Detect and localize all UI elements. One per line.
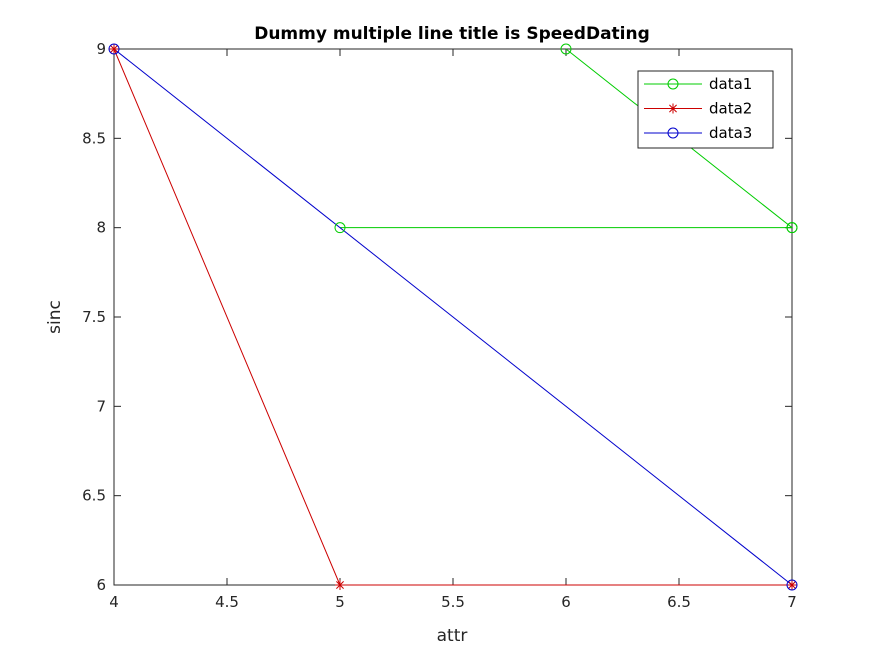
legend-marker-data3 (667, 127, 679, 139)
legend-marker-data1 (667, 78, 679, 90)
legend: data1 data2 data3 (637, 70, 774, 149)
chart-title: Dummy multiple line title is SpeedDating (254, 24, 650, 44)
y-tick-label: 6.5 (82, 487, 106, 505)
y-tick-label: 7 (96, 397, 106, 415)
data-point-data2 (335, 580, 345, 590)
legend-label-data1: data1 (709, 75, 752, 93)
legend-label-data3: data3 (709, 124, 752, 142)
y-tick-label: 8 (96, 219, 106, 237)
legend-label-data2: data2 (709, 100, 752, 118)
x-tick-label: 5 (335, 593, 345, 611)
x-tick-label: 7 (787, 593, 797, 611)
y-tick-label: 7.5 (82, 308, 106, 326)
series-markers (108, 43, 798, 591)
y-tick-label: 8.5 (82, 129, 106, 147)
data-point-data1 (560, 43, 572, 55)
x-tick-label: 6.5 (667, 593, 691, 611)
x-tick-label: 5.5 (441, 593, 465, 611)
data-point-data1 (334, 222, 346, 234)
data-point-data2 (109, 44, 119, 54)
data-point-data2 (787, 580, 797, 590)
y-tick-label: 9 (96, 40, 106, 58)
legend-marker-data2-shape (668, 103, 678, 114)
legend-box (637, 70, 774, 149)
x-axis-ticks: 4 4.5 5 5.5 6 6.5 7 (109, 49, 797, 611)
data-point-data3 (108, 43, 120, 55)
data-point-data1 (786, 222, 798, 234)
y-axis-label: sinc (45, 300, 65, 334)
data-point-data2-shape (109, 44, 119, 54)
legend-marker-data2 (668, 103, 678, 114)
series-line-data3 (113, 48, 793, 586)
data-point-data2-shape (787, 580, 797, 590)
y-axis-ticks: 6 6.5 7 7.5 8 8.5 9 (82, 40, 792, 594)
data-point-data2-shape (335, 580, 345, 590)
x-tick-label: 4 (109, 593, 119, 611)
x-tick-label: 4.5 (215, 593, 239, 611)
y-tick-label: 6 (96, 576, 106, 594)
x-tick-label: 6 (561, 593, 571, 611)
data-point-data3 (786, 579, 798, 591)
x-axis-label: attr (437, 626, 468, 646)
